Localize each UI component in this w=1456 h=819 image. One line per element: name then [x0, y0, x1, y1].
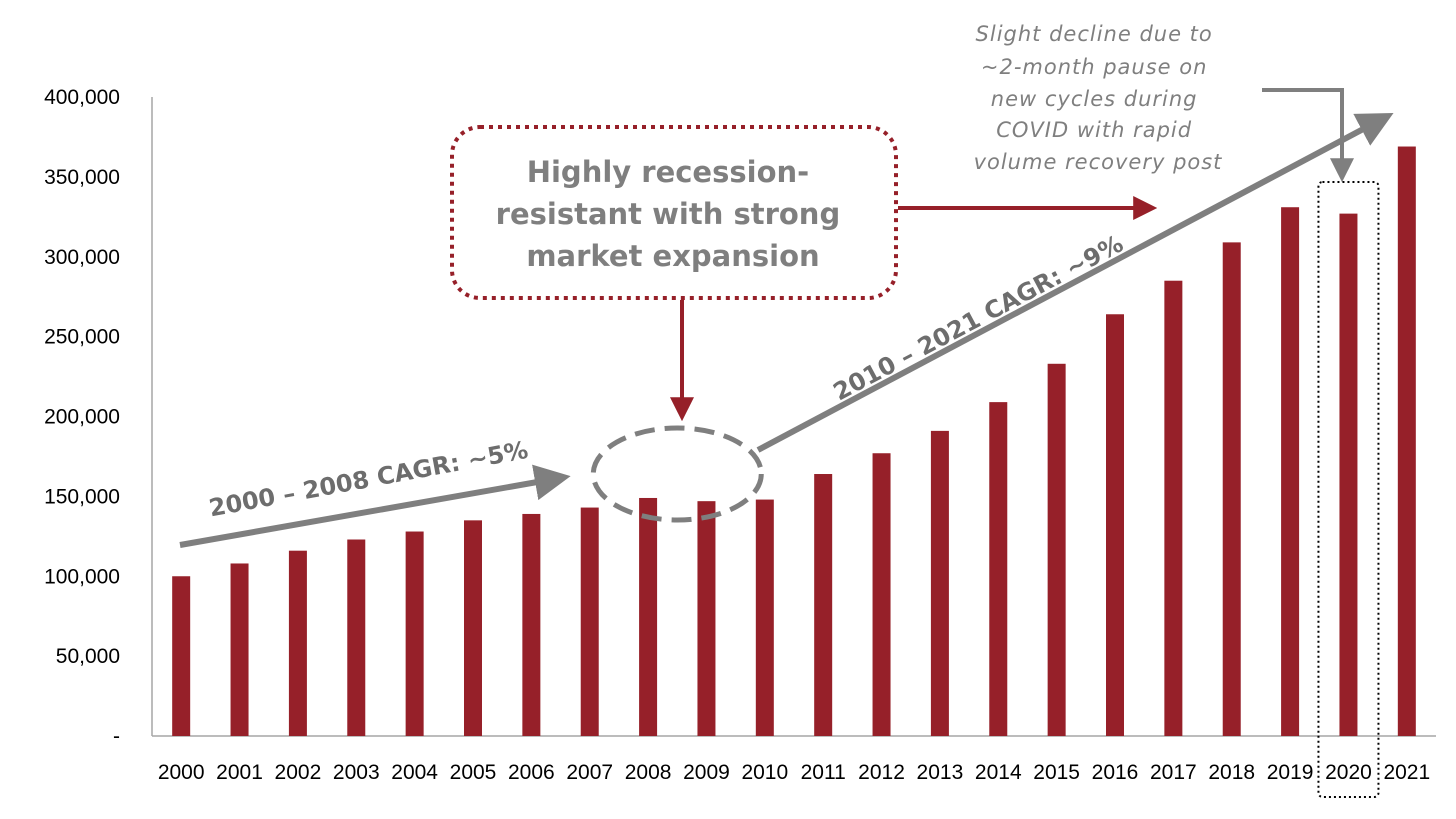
x-tick-label: 2015: [1033, 761, 1080, 784]
x-tick-label: 2009: [683, 761, 730, 784]
covid-note-line-2: ~2-month pause on: [981, 55, 1208, 79]
callout-line-2: resistant with strong: [496, 197, 841, 231]
x-tick-label: 2011: [801, 761, 846, 784]
x-tick-label: 2008: [625, 761, 672, 784]
bar-2014: [989, 402, 1008, 736]
y-tick-label: 250,000: [44, 326, 120, 349]
recession-dip-ellipse: [590, 425, 764, 523]
bar-2016: [1106, 314, 1124, 736]
bar-2009: [697, 501, 716, 736]
x-tick-label: 2020: [1325, 761, 1372, 784]
covid-note-line-4: COVID with rapid: [996, 118, 1192, 142]
bar-2018: [1222, 242, 1241, 736]
bar-2005: [464, 520, 482, 736]
bar-2000: [172, 576, 191, 736]
y-tick-label: 400,000: [44, 86, 120, 109]
y-tick-label: 50,000: [56, 645, 120, 668]
y-tick-label: 350,000: [44, 166, 120, 189]
x-tick-label: 2003: [333, 761, 380, 784]
x-tick-label: 2014: [975, 761, 1022, 784]
callout-line-1: Highly recession-: [527, 155, 809, 189]
covid-note-line-5: volume recovery post: [974, 150, 1223, 174]
bar-2008: [639, 497, 658, 736]
x-tick-label: 2002: [275, 761, 322, 784]
bar-2019: [1281, 207, 1300, 737]
x-tick-label: 2001: [216, 761, 263, 784]
x-tick-label: 2013: [917, 761, 964, 784]
bar-2011: [814, 474, 833, 736]
bar-2001: [230, 563, 249, 736]
x-tick-label: 2017: [1150, 761, 1197, 784]
x-tick-label: 2005: [450, 761, 497, 784]
x-tick-label: 2016: [1092, 761, 1139, 784]
x-tick-label: 2021: [1383, 761, 1430, 784]
cagr-early-arrow: [179, 464, 571, 548]
y-tick-label: 300,000: [44, 246, 120, 269]
bar-2021: [1397, 146, 1416, 736]
x-axis-tick-labels: 2000 2001 2002 2003 2004 2005 2006 2007 2008 2009…: [158, 761, 1430, 784]
bar-2013: [930, 430, 949, 736]
x-tick-label: 2004: [391, 761, 438, 784]
x-tick-label: 2010: [741, 761, 788, 784]
bar-2017: [1164, 280, 1183, 736]
bar-2006: [522, 513, 541, 736]
bar-2007: [580, 507, 599, 736]
covid-note-line-3: new cycles during: [991, 87, 1198, 111]
covid-note: Slight decline due to ~2-month pause on …: [974, 22, 1223, 174]
bar-2012: [872, 453, 891, 736]
x-tick-label: 2019: [1267, 761, 1314, 784]
covid-note-line-1: Slight decline due to: [976, 22, 1213, 46]
cagr-late-arrow: [756, 112, 1394, 453]
bar-2004: [405, 531, 424, 736]
x-tick-label: 2007: [566, 761, 613, 784]
y-tick-label: 200,000: [44, 406, 120, 429]
x-tick-label: 2018: [1208, 761, 1255, 784]
covid-note-arrow: [1262, 88, 1354, 183]
bar-2003: [347, 539, 366, 736]
bars: [172, 146, 1416, 737]
callout-box: [450, 125, 898, 300]
x-tick-label: 2012: [858, 761, 905, 784]
x-tick-label: 2000: [158, 761, 205, 784]
bar-2002: [288, 550, 307, 736]
x-tick-label: 2006: [508, 761, 555, 784]
y-tick-label: 150,000: [44, 485, 120, 508]
y-tick-label: 100,000: [44, 565, 120, 588]
callout-line-3: market expansion: [526, 239, 819, 273]
y-axis-tick-labels: - 50,000 100,000 150,000 200,000 250,000 300,0…: [44, 86, 120, 748]
bar-2010: [755, 499, 774, 736]
cagr-late-label: 2010 – 2021 CAGR: ~9%: [829, 230, 1128, 407]
bar-2020: [1339, 213, 1358, 736]
y-tick-label: -: [113, 725, 120, 748]
bar-2015: [1047, 363, 1066, 736]
callout-text: Highly recession- resistant with strong …: [496, 155, 851, 273]
